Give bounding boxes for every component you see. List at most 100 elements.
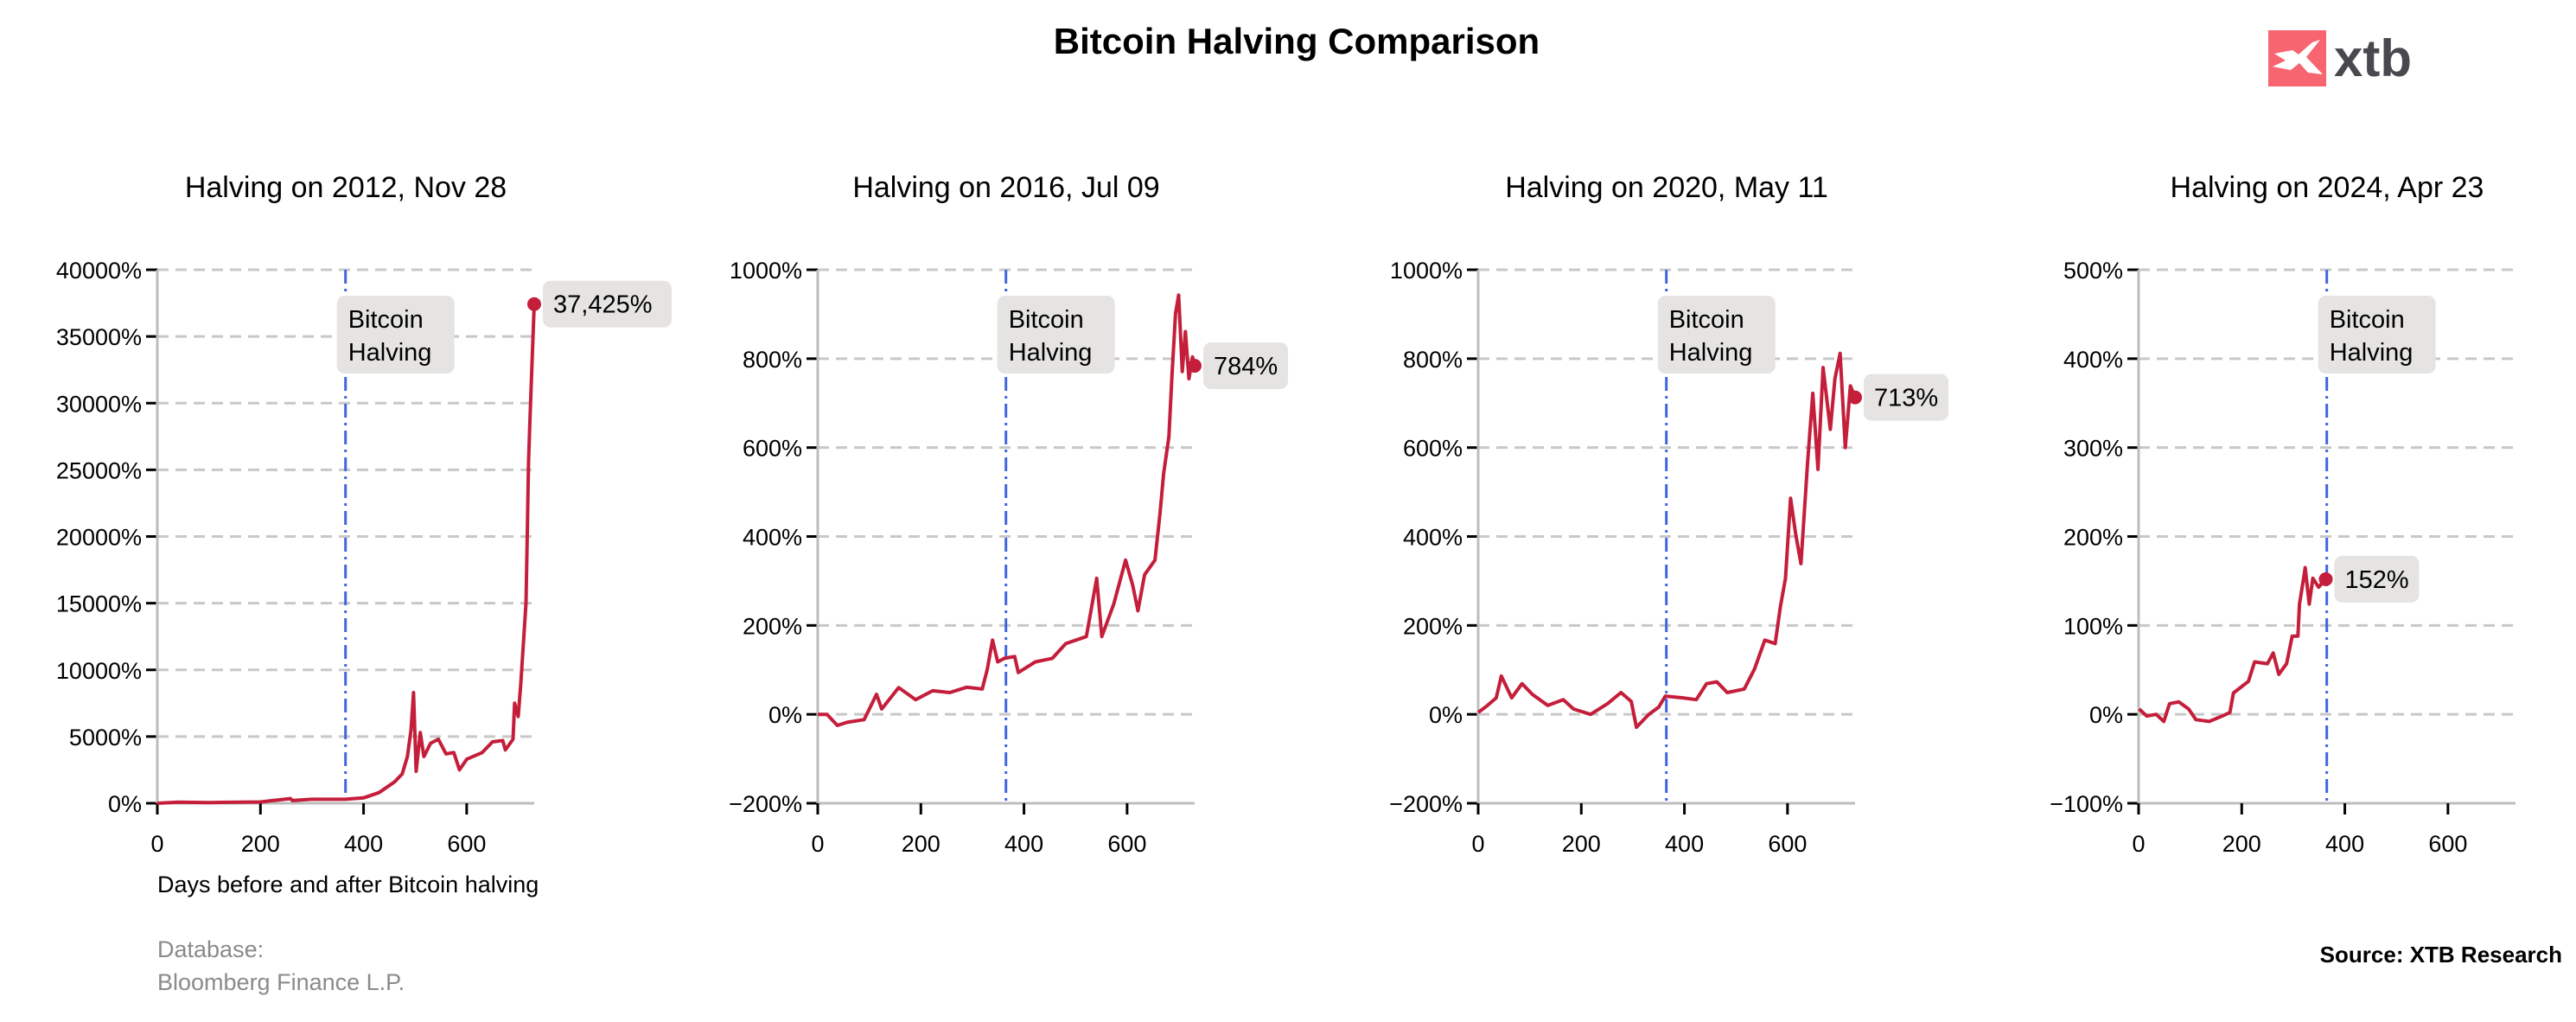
x-tick-label: 0 bbox=[811, 831, 824, 857]
x-axis-label: Days before and after Bitcoin halving bbox=[157, 872, 539, 897]
x-tick-label: 600 bbox=[1107, 831, 1146, 857]
end-value-label: 713% bbox=[1874, 385, 1938, 412]
source-label: Source: XTB Research bbox=[2320, 942, 2562, 968]
y-tick-label: 400% bbox=[1403, 525, 1463, 551]
y-tick-label: 20000% bbox=[56, 525, 142, 551]
y-tick-label: 5000% bbox=[69, 725, 142, 751]
y-tick-label: 35000% bbox=[56, 324, 142, 350]
chart-panel-4: Halving on 2024, Apr 23 −100% 0% 100% 200% 30… bbox=[2050, 171, 2515, 857]
y-tick-label: 500% bbox=[2063, 258, 2123, 284]
y-tick-label: 10000% bbox=[56, 658, 142, 684]
y-tick-label: 40000% bbox=[56, 258, 142, 284]
halving-label-box bbox=[1657, 296, 1776, 374]
y-tick-label: 200% bbox=[2063, 525, 2123, 551]
y-tick-label: 0% bbox=[768, 702, 802, 728]
y-tick-label: 800% bbox=[1403, 347, 1463, 373]
end-value-box bbox=[543, 280, 672, 328]
x-tick-label: 400 bbox=[344, 831, 383, 857]
x-tick-label: 400 bbox=[2325, 831, 2364, 857]
x-tick-label: 200 bbox=[1562, 831, 1601, 857]
y-tick-label: 400% bbox=[743, 525, 802, 551]
figure-title: Bitcoin Halving Comparison bbox=[1054, 21, 1540, 61]
chart-panel-3: Halving on 2020, May 11 −200% 0% 200% 400% 60… bbox=[1389, 171, 1948, 857]
end-value-box bbox=[1864, 374, 1948, 421]
xtb-logo-x-icon bbox=[2273, 40, 2323, 74]
y-tick-label: 600% bbox=[743, 436, 802, 462]
y-tick-label: 300% bbox=[2063, 436, 2123, 462]
x-tick-label: 200 bbox=[2222, 831, 2261, 857]
halving-label-box bbox=[336, 296, 455, 374]
panel-title: Halving on 2012, Nov 28 bbox=[185, 171, 507, 204]
halving-annotation: Bitcoin Halving bbox=[336, 296, 455, 374]
x-tick-label: 400 bbox=[1665, 831, 1704, 857]
halving-label-text: Bitcoin bbox=[1669, 306, 1744, 334]
x-tick-label: 200 bbox=[241, 831, 280, 857]
end-point-marker bbox=[2318, 572, 2333, 586]
x-tick-label: 600 bbox=[447, 831, 486, 857]
panel-title: Halving on 2024, Apr 23 bbox=[2171, 171, 2484, 204]
y-tick-label: 0% bbox=[108, 791, 142, 817]
y-tick-label: 200% bbox=[1403, 613, 1463, 639]
end-value-annotation: 37,425% bbox=[543, 280, 672, 328]
x-tick-label: 0 bbox=[150, 831, 163, 857]
end-point-marker bbox=[1848, 390, 1862, 405]
panel-title: Halving on 2020, May 11 bbox=[1505, 171, 1828, 204]
halving-label-text: Halving bbox=[348, 339, 432, 367]
panel-title: Halving on 2016, Jul 09 bbox=[852, 171, 1159, 204]
x-tick-label: 400 bbox=[1004, 831, 1043, 857]
end-value-box bbox=[1203, 342, 1288, 390]
y-tick-label: 600% bbox=[1403, 436, 1463, 462]
halving-label-box bbox=[997, 296, 1115, 374]
price-change-line bbox=[1476, 351, 1857, 730]
halving-label-text: Bitcoin bbox=[2330, 306, 2405, 334]
x-tick-label: 600 bbox=[1768, 831, 1807, 857]
halving-label-box bbox=[2318, 296, 2436, 374]
end-value-annotation: 784% bbox=[1203, 342, 1288, 390]
database-value: Bloomberg Finance L.P. bbox=[157, 969, 405, 995]
end-value-label: 784% bbox=[1214, 353, 1278, 380]
end-value-box bbox=[2334, 555, 2420, 603]
end-value-annotation: 713% bbox=[1864, 374, 1948, 421]
halving-annotation: Bitcoin Halving bbox=[2318, 296, 2436, 374]
y-tick-label: 200% bbox=[743, 613, 802, 639]
database-label: Database: bbox=[157, 936, 264, 962]
y-tick-label: −100% bbox=[2050, 791, 2123, 817]
xtb-logo: xtb bbox=[2268, 29, 2412, 87]
x-tick-label: 0 bbox=[1471, 831, 1484, 857]
halving-annotation: Bitcoin Halving bbox=[997, 296, 1115, 374]
y-tick-label: 25000% bbox=[56, 457, 142, 483]
end-value-annotation: 152% bbox=[2334, 555, 2420, 603]
price-change-line bbox=[156, 303, 536, 805]
end-value-label: 152% bbox=[2345, 566, 2409, 594]
halving-annotation: Bitcoin Halving bbox=[1657, 296, 1776, 374]
y-tick-label: 30000% bbox=[56, 391, 142, 417]
x-tick-label: 0 bbox=[2132, 831, 2145, 857]
x-tick-label: 200 bbox=[902, 831, 940, 857]
end-point-marker bbox=[1188, 359, 1202, 374]
halving-label-text: Halving bbox=[1009, 339, 1093, 367]
y-tick-label: 400% bbox=[2063, 347, 2123, 373]
y-tick-label: −200% bbox=[1389, 791, 1463, 817]
y-tick-label: 1000% bbox=[1390, 258, 1463, 284]
y-tick-label: 800% bbox=[743, 347, 802, 373]
x-tick-label: 600 bbox=[2428, 831, 2467, 857]
y-tick-label: 0% bbox=[1429, 702, 1463, 728]
y-tick-label: 0% bbox=[2089, 702, 2123, 728]
end-value-label: 37,425% bbox=[553, 291, 653, 319]
price-change-line bbox=[818, 293, 1196, 727]
y-tick-label: 100% bbox=[2063, 613, 2123, 639]
chart-panel-1: Halving on 2012, Nov 28 0% 5000% 10000% 1500… bbox=[56, 171, 672, 897]
chart-panels: Halving on 2012, Nov 28 0% 5000% 10000% 1500… bbox=[56, 171, 2515, 897]
end-point-marker bbox=[527, 297, 541, 311]
halving-label-text: Halving bbox=[1669, 339, 1753, 367]
xtb-logo-text: xtb bbox=[2334, 29, 2412, 87]
halving-label-text: Halving bbox=[2330, 339, 2413, 367]
halving-label-text: Bitcoin bbox=[348, 306, 424, 334]
price-change-line bbox=[2138, 565, 2327, 724]
y-tick-label: −200% bbox=[729, 791, 802, 817]
halving-label-text: Bitcoin bbox=[1009, 306, 1084, 334]
chart-panel-2: Halving on 2016, Jul 09 −200% 0% 200% 400% 60… bbox=[729, 171, 1288, 857]
y-tick-label: 15000% bbox=[56, 591, 142, 617]
y-tick-label: 1000% bbox=[730, 258, 802, 284]
